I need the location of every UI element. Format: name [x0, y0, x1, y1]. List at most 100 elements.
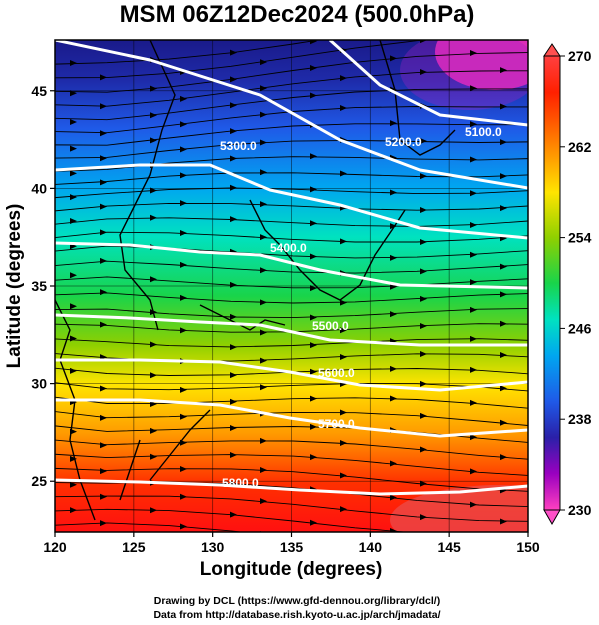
streamline	[55, 308, 528, 319]
x-tick-label: 140	[359, 539, 383, 555]
wind-arrow	[340, 472, 347, 479]
wind-arrow	[230, 76, 237, 83]
wind-arrow	[310, 253, 317, 260]
wind-arrow	[260, 169, 267, 176]
wind-arrow	[230, 451, 237, 458]
contour-label: 5800.0	[222, 476, 259, 490]
x-axis-label: Longitude (degrees)	[200, 559, 383, 580]
wind-arrow	[150, 372, 157, 379]
wind-arrow	[500, 419, 507, 426]
wind-arrow	[470, 501, 477, 508]
contour-label: 5700.0	[318, 417, 355, 431]
wind-arrow	[310, 368, 317, 375]
wind-arrow	[340, 506, 347, 513]
wind-arrow	[470, 121, 477, 128]
wind-arrow	[230, 155, 237, 162]
colorbar-tick-label: 254	[568, 230, 592, 246]
wind-arrow	[70, 119, 77, 126]
wind-arrow	[470, 399, 477, 406]
streamline	[55, 396, 528, 409]
wind-arrow	[420, 40, 427, 44]
wind-arrow	[470, 434, 477, 441]
wind-arrow	[100, 229, 107, 236]
footer-credit-data: Data from http://database.rish.kyoto-u.a…	[153, 609, 440, 621]
wind-arrow	[390, 311, 397, 318]
wind-arrow	[310, 314, 317, 321]
wind-arrow	[230, 49, 237, 56]
wind-arrow	[260, 85, 267, 92]
wind-arrow	[230, 344, 237, 351]
wind-arrow	[260, 467, 267, 474]
colorbar-tick-label: 230	[568, 502, 592, 518]
x-tick-label: 150	[516, 539, 540, 555]
wind-arrow	[310, 395, 317, 402]
wind-arrow	[230, 184, 237, 191]
wind-arrow	[310, 220, 317, 227]
wind-arrow	[100, 130, 107, 137]
streamline	[55, 508, 410, 532]
wind-arrow	[180, 523, 187, 530]
wind-arrow	[500, 139, 507, 146]
streamline	[55, 40, 433, 79]
wind-arrow	[260, 384, 267, 391]
streamline	[55, 40, 322, 65]
wind-arrow	[70, 367, 77, 374]
wind-arrow	[100, 493, 107, 500]
wind-arrow	[500, 263, 507, 270]
wind-arrow	[70, 335, 77, 342]
wind-arrow	[100, 414, 107, 421]
wind-arrow	[230, 511, 237, 518]
footer-credit-dcl: Drawing by DCL (https://www.gfd-dennou.o…	[154, 595, 440, 607]
wind-arrow	[310, 342, 317, 349]
wind-arrow	[390, 494, 397, 501]
wind-arrow	[150, 341, 157, 348]
streamline	[55, 106, 528, 134]
wind-arrow	[420, 138, 427, 145]
wind-arrow	[230, 281, 237, 288]
y-tick-label: 25	[31, 473, 47, 489]
wind-arrow	[500, 518, 507, 525]
wind-arrow	[500, 320, 507, 327]
streamline	[55, 425, 528, 443]
wind-arrow	[420, 173, 427, 180]
wind-arrow	[500, 352, 507, 359]
y-tick-label: 45	[31, 83, 47, 99]
colorbar: 270 262 254 246 238 230	[543, 43, 592, 526]
wind-arrow	[310, 186, 317, 193]
wind-arrow	[310, 285, 317, 292]
wind-arrow	[150, 137, 157, 144]
streamline	[55, 260, 528, 274]
x-tick-label: 130	[201, 539, 225, 555]
wind-arrow	[420, 480, 427, 487]
x-tick-label: 135	[280, 539, 304, 555]
wind-arrow	[500, 32, 507, 38]
colorbar-bottom-arrow	[543, 509, 561, 526]
wind-arrow	[180, 294, 187, 301]
height-contour	[55, 241, 528, 290]
wind-arrow	[340, 327, 347, 334]
wind-arrow	[310, 40, 317, 45]
wind-arrow	[180, 172, 187, 179]
wind-arrow	[470, 335, 477, 342]
wind-arrow	[70, 145, 77, 152]
wind-arrow	[260, 498, 267, 505]
wind-arrow	[100, 289, 107, 296]
height-contour	[55, 163, 528, 240]
wind-arrow	[470, 251, 477, 258]
wind-arrow	[70, 303, 77, 310]
contour-label: 5300.0	[220, 139, 257, 153]
x-axis-ticks: 120 125 130 135 140 145 150	[43, 532, 540, 555]
wind-arrow	[180, 493, 187, 500]
streamline	[55, 139, 528, 159]
wind-arrow	[390, 254, 397, 261]
wind-arrow	[260, 234, 267, 241]
streamline	[55, 245, 528, 259]
colorbar-bar	[543, 55, 561, 511]
wind-arrow	[70, 194, 77, 201]
streamline	[55, 276, 528, 289]
wind-arrow	[390, 528, 397, 532]
wind-arrow	[390, 460, 397, 467]
wind-arrow	[340, 104, 347, 111]
wind-arrow	[500, 454, 507, 461]
